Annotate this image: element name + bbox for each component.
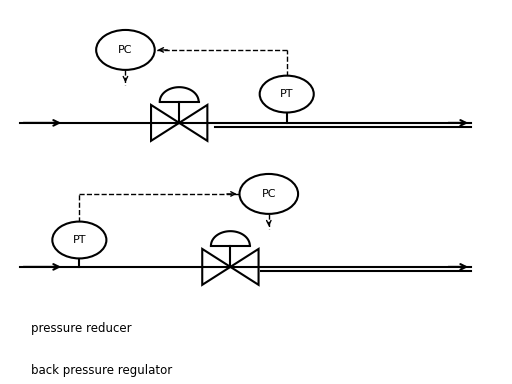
Text: pressure reducer: pressure reducer [31, 322, 132, 335]
Text: back pressure regulator: back pressure regulator [31, 364, 172, 377]
Text: PC: PC [262, 189, 276, 199]
Text: PT: PT [73, 235, 86, 245]
Ellipse shape [240, 174, 298, 214]
Ellipse shape [260, 76, 314, 113]
Ellipse shape [96, 30, 155, 70]
Text: PC: PC [118, 45, 133, 55]
Ellipse shape [52, 222, 106, 258]
Text: PT: PT [280, 89, 293, 99]
